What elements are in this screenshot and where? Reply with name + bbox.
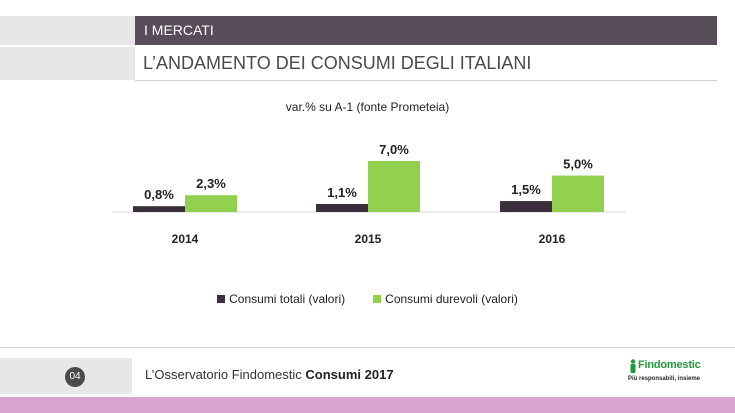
report-title: L’Osservatorio Findomestic Consumi 2017 <box>145 367 394 382</box>
bar-2016-durevoli <box>552 175 604 212</box>
bar-2014-durevoli <box>185 195 237 212</box>
section-label: I MERCATI <box>135 16 717 45</box>
data-label-2014-totali: 0,8% <box>144 187 174 202</box>
x-tick-label-2015: 2015 <box>355 232 382 246</box>
data-label-2016-totali: 1,5% <box>511 182 541 197</box>
legend-label-totali: Consumi totali (valori) <box>229 292 346 306</box>
footer-divider <box>0 347 735 348</box>
chart-title: var.% su A-1 (fonte Prometeia) <box>285 100 450 114</box>
data-label-2015-durevoli: 7,0% <box>379 142 409 157</box>
logo-tagline: Più responsabili, insieme <box>628 376 701 382</box>
bar-2014-totali <box>133 206 185 212</box>
report-bold: Consumi 2017 <box>305 367 394 382</box>
page-number-badge: 04 <box>65 367 85 387</box>
data-label-2015-totali: 1,1% <box>327 185 357 200</box>
legend-swatch-durevoli <box>373 295 382 303</box>
x-tick-label-2014: 2014 <box>172 232 199 246</box>
legend-label-durevoli: Consumi durevoli (valori) <box>385 292 518 306</box>
logo-name: Findomestic <box>638 359 701 371</box>
title-bar: L’ANDAMENTO DEI CONSUMI DEGLI ITALIANI <box>0 47 717 81</box>
page-title: L’ANDAMENTO DEI CONSUMI DEGLI ITALIANI <box>135 47 717 81</box>
legend-swatch-totali <box>217 295 226 303</box>
bar-2016-totali <box>500 201 552 212</box>
report-prefix: L’Osservatorio Findomestic <box>145 367 306 382</box>
findomestic-logo: Findomestic Più responsabili, insieme <box>628 357 704 387</box>
legend-item-totali: Consumi totali (valori) <box>217 292 345 306</box>
data-label-2014-durevoli: 2,3% <box>196 176 226 191</box>
bar-2015-totali <box>316 203 368 212</box>
bar-chart: 0,8% 2,3% 2014 1,1% 7,0% 2015 1,5% 5,0% 2016 <box>112 142 625 246</box>
data-label-2016-durevoli: 5,0% <box>563 157 593 172</box>
bar-2015-durevoli <box>368 161 420 212</box>
chart-legend: Consumi totali (valori) Consumi durevoli… <box>0 292 735 306</box>
x-tick-label-2016: 2016 <box>539 232 566 246</box>
bottom-accent-strip <box>0 397 735 413</box>
logo-figure-icon <box>630 359 636 373</box>
section-bar: I MERCATI <box>0 16 717 45</box>
legend-item-durevoli: Consumi durevoli (valori) <box>373 292 518 306</box>
